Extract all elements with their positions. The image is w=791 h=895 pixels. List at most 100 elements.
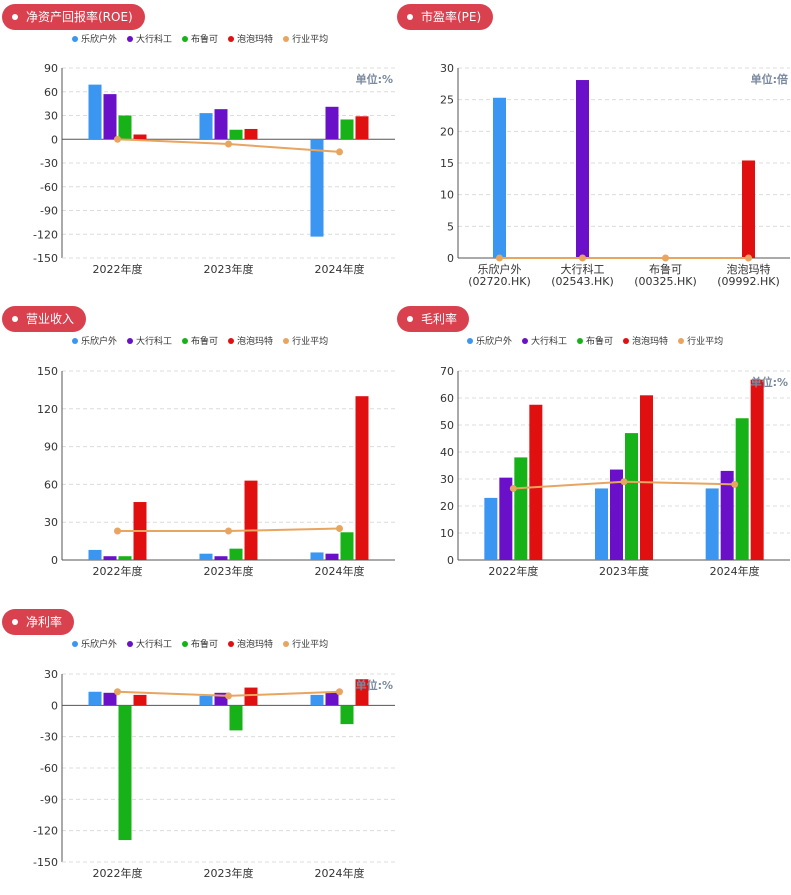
y-tick-label: 60 <box>440 392 454 405</box>
average-point <box>509 484 517 492</box>
y-tick-label: -30 <box>40 157 58 170</box>
legend-label: 泡泡玛特 <box>632 337 669 347</box>
legend-item[interactable]: 大行科工 <box>127 334 172 347</box>
legend-label: 行业平均 <box>687 337 724 347</box>
bar <box>214 556 228 560</box>
bar <box>229 548 243 560</box>
y-tick-label: 0 <box>51 554 58 567</box>
legend-dot <box>127 337 134 344</box>
bar <box>340 532 354 560</box>
legend-dot <box>283 35 290 42</box>
y-tick-label: 20 <box>440 500 454 513</box>
gross-legend[interactable]: 乐欣户外 大行科工 布鲁可 泡泡玛特 行业平均 <box>467 334 723 347</box>
legend-dot <box>182 337 189 344</box>
bar <box>735 418 749 560</box>
y-tick-label: 10 <box>440 189 454 202</box>
legend-dot <box>72 337 78 344</box>
legend-item[interactable]: 布鲁可 <box>182 334 218 347</box>
bar <box>640 395 653 560</box>
bar <box>310 139 324 237</box>
legend-dot <box>127 35 134 42</box>
legend-item[interactable]: 行业平均 <box>283 334 328 347</box>
y-tick-label: 90 <box>44 441 58 454</box>
legend-item[interactable]: 大行科工 <box>127 32 172 45</box>
average-point <box>336 525 343 532</box>
bar <box>325 691 339 706</box>
y-tick-label: 0 <box>51 133 58 146</box>
average-point <box>114 527 121 535</box>
y-tick-label: 30 <box>44 516 58 529</box>
x-tick-label: 2022年度 <box>93 866 143 880</box>
x-tick-label: 2023年度 <box>204 262 254 276</box>
bar <box>610 469 623 560</box>
y-tick-label: -120 <box>33 228 58 241</box>
legend-dot <box>522 337 529 344</box>
legend-label: 泡泡玛特 <box>237 35 274 45</box>
average-point <box>336 148 343 156</box>
legend-item[interactable]: 泡泡玛特 <box>228 637 273 650</box>
net-legend[interactable]: 乐欣户外 大行科工 布鲁可 泡泡玛特 行业平均 <box>72 637 328 650</box>
legend-item[interactable]: 泡泡玛特 <box>228 334 273 347</box>
bar <box>325 553 339 560</box>
legend-item[interactable]: 大行科工 <box>522 334 567 347</box>
bar <box>340 119 354 140</box>
legend-item[interactable]: 布鲁可 <box>182 32 218 45</box>
x-tick-label: 泡泡玛特 <box>727 262 771 276</box>
bar <box>199 553 213 560</box>
x-tick-label: 大行科工 <box>561 262 605 276</box>
x-tick-label: 2024年度 <box>315 564 365 578</box>
x-tick-label: (02720.HK) <box>468 275 531 288</box>
y-tick-label: -60 <box>40 181 58 194</box>
legend-label: 乐欣户外 <box>81 640 118 650</box>
average-point <box>114 135 121 143</box>
bar <box>244 687 258 706</box>
y-tick-label: 40 <box>440 446 454 459</box>
y-tick-label: 10 <box>440 527 454 540</box>
legend-item[interactable]: 布鲁可 <box>577 334 613 347</box>
bar <box>529 404 543 560</box>
unit-label: 单位:% <box>356 678 393 692</box>
legend-item[interactable]: 泡泡玛特 <box>623 334 668 347</box>
legend-item[interactable]: 乐欣户外 <box>72 32 117 45</box>
x-tick-label: 2022年度 <box>93 262 143 276</box>
bar <box>103 692 117 706</box>
average-point <box>662 254 669 262</box>
legend-dot <box>127 640 134 647</box>
bar <box>88 549 102 560</box>
bar <box>229 705 243 731</box>
y-tick-label: 0 <box>447 252 454 265</box>
y-tick-label: 70 <box>440 365 454 378</box>
y-tick-label: 15 <box>440 157 454 170</box>
gross-chart: 70 60 50 40 30 20 10 0 2022年度 2023年度 2024年度 单位:% <box>440 365 790 578</box>
y-tick-label: 120 <box>37 403 58 416</box>
legend-item[interactable]: 乐欣户外 <box>467 334 512 347</box>
revenue-legend[interactable]: 乐欣户外 大行科工 布鲁可 泡泡玛特 行业平均 <box>72 334 328 347</box>
legend-item[interactable]: 乐欣户外 <box>72 334 117 347</box>
legend-item[interactable]: 行业平均 <box>283 637 328 650</box>
legend-dot <box>72 640 78 647</box>
legend-item[interactable]: 行业平均 <box>283 32 328 45</box>
roe-legend[interactable]: 乐欣户外 大行科工 布鲁可 泡泡玛特 行业平均 <box>72 32 328 45</box>
y-tick-label: -60 <box>40 762 58 775</box>
y-tick-label: -150 <box>33 252 58 265</box>
legend-label: 乐欣户外 <box>476 337 513 347</box>
y-tick-label: 60 <box>44 86 58 99</box>
legend-label: 布鲁可 <box>191 640 219 650</box>
legend-item[interactable]: 行业平均 <box>678 334 723 347</box>
legend-item[interactable]: 泡泡玛特 <box>228 32 273 45</box>
revenue-title: 营业收入 <box>2 306 87 332</box>
legend-item[interactable]: 布鲁可 <box>182 637 218 650</box>
unit-label: 单位:倍 <box>751 72 788 86</box>
legend-item[interactable]: 乐欣户外 <box>72 637 117 650</box>
bar <box>595 488 608 560</box>
legend-label: 乐欣户外 <box>81 337 118 347</box>
legend-label: 大行科工 <box>136 337 173 347</box>
x-tick-label: 乐欣户外 <box>478 262 522 276</box>
y-tick-label: 25 <box>440 94 454 107</box>
average-point <box>745 254 752 262</box>
pe-title: 市盈率(PE) <box>397 4 494 30</box>
bar <box>118 115 132 140</box>
legend-item[interactable]: 大行科工 <box>127 637 172 650</box>
average-point <box>114 688 121 696</box>
legend-dot <box>228 337 235 344</box>
